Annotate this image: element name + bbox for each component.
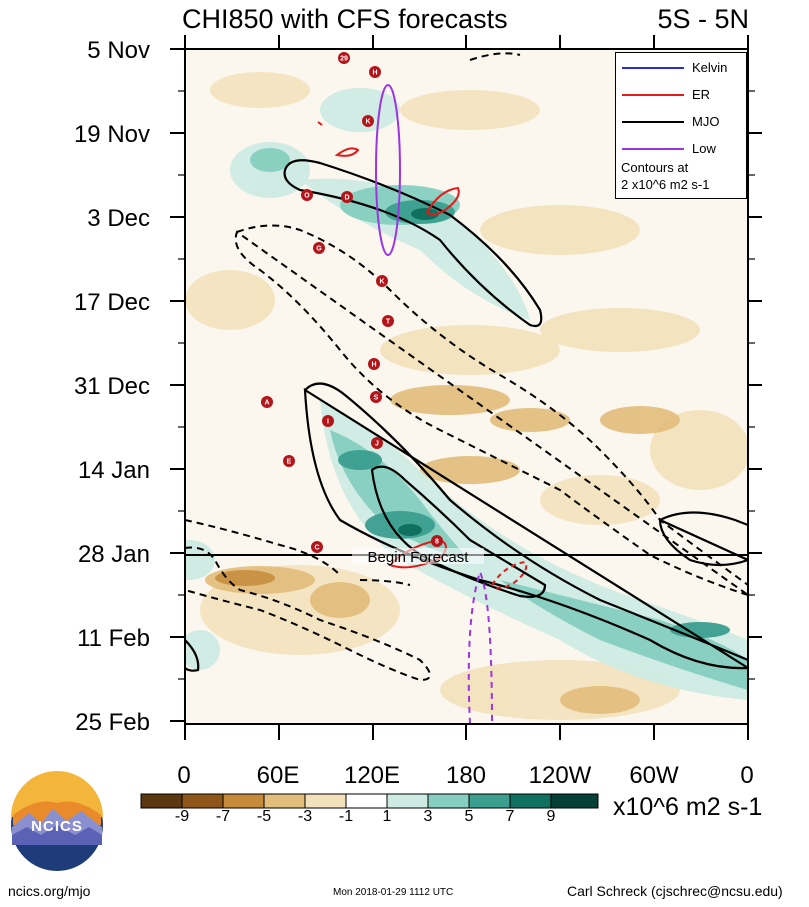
footer-url[interactable]: ncics.org/mjo — [8, 883, 91, 899]
low-contour-negative — [467, 569, 493, 724]
mjo-contour — [658, 511, 748, 567]
svg-text:S: S — [374, 395, 379, 402]
y-tick-label: 31 Dec — [73, 373, 150, 400]
svg-text:A: A — [264, 400, 269, 407]
forecast-label: Begin Forecast — [368, 549, 470, 566]
storm-marker: I — [322, 415, 334, 427]
svg-text:8: 8 — [435, 539, 439, 546]
legend-note: Contours at 2 x10^6 m2 s-1 — [621, 160, 710, 192]
storm-marker: H — [369, 66, 381, 78]
x-tick-label: 120W — [528, 762, 592, 789]
ncics-logo-text: NCICS — [31, 818, 83, 835]
x-tick-label: 60W — [629, 762, 679, 789]
colorbar-label: -7 — [215, 808, 231, 825]
colorbar-label: 3 — [423, 808, 433, 825]
x-tick-label: 60E — [256, 762, 300, 789]
svg-text:29: 29 — [340, 56, 348, 63]
low-contour — [375, 84, 401, 256]
y-tick-label: 5 Nov — [87, 37, 150, 64]
svg-text:I: I — [327, 419, 329, 426]
axis-ticks — [170, 35, 762, 740]
x-tick-label: 0 — [177, 762, 191, 789]
svg-text:G: G — [316, 246, 322, 253]
colorbar-label: 7 — [505, 808, 515, 825]
storm-marker: T — [382, 315, 394, 327]
storm-marker: D — [341, 191, 353, 203]
colorbar — [140, 793, 599, 809]
chart-title: CHI850 with CFS forecasts — [182, 4, 508, 34]
y-tick-label: 11 Feb — [77, 625, 150, 652]
y-tick-label: 14 Jan — [77, 457, 150, 484]
y-tick-label: 17 Dec — [73, 289, 150, 316]
x-tick-label: 180 — [445, 762, 487, 789]
region-label: 5S - 5N — [657, 4, 749, 34]
minor-ticks — [178, 90, 755, 680]
svg-text:K: K — [379, 279, 384, 286]
colorbar-units: x10^6 m2 s-1 — [613, 793, 763, 821]
svg-text:J: J — [375, 441, 379, 448]
x-tick-label: 0 — [740, 762, 754, 789]
svg-text:E: E — [287, 459, 292, 466]
storm-marker: A — [261, 396, 273, 408]
svg-text:O: O — [304, 193, 310, 200]
legend: Kelvin ER MJO Low Contours at 2 x10^6 m2… — [615, 52, 747, 199]
svg-text:C: C — [314, 545, 319, 552]
mjo-contour — [303, 382, 748, 670]
footer-author: Carl Schreck (cjschrec@ncsu.edu) — [567, 883, 783, 899]
storm-marker: H — [368, 358, 380, 370]
svg-text:H: H — [371, 362, 376, 369]
er-contour — [317, 121, 323, 126]
colorbar-label: -3 — [297, 808, 313, 825]
storm-marker: C — [311, 541, 323, 553]
svg-text:D: D — [344, 195, 349, 202]
mjo-contour-negative — [469, 52, 521, 61]
svg-text:K: K — [365, 119, 370, 126]
storm-marker: O — [301, 189, 313, 201]
mjo-contour-negative — [234, 224, 748, 596]
storm-marker: G — [313, 242, 325, 254]
er-contour — [334, 147, 360, 157]
x-tick-label: 120E — [343, 762, 401, 789]
colorbar-label: 9 — [546, 808, 556, 825]
svg-text:H: H — [372, 70, 377, 77]
colorbar-label: -5 — [256, 808, 272, 825]
storm-marker: 29 — [338, 52, 350, 64]
storm-marker: S — [370, 391, 382, 403]
storm-marker: 8 — [431, 535, 443, 547]
storm-marker: K — [376, 275, 388, 287]
svg-text:T: T — [386, 319, 391, 326]
er-contour — [425, 186, 460, 216]
colorbar-label: 1 — [382, 808, 392, 825]
ncics-logo — [11, 771, 103, 871]
er-contour-negative — [490, 560, 528, 589]
mjo-contour-negative — [185, 519, 431, 682]
colorbar-label: -9 — [174, 808, 190, 825]
mjo-contour — [185, 639, 200, 672]
storm-marker: E — [283, 455, 295, 467]
storm-marker: J — [371, 437, 383, 449]
y-tick-label: 25 Feb — [75, 709, 150, 736]
y-tick-label: 19 Nov — [73, 121, 150, 148]
y-tick-label: 28 Jan — [77, 541, 150, 568]
y-tick-label: 3 Dec — [87, 205, 150, 232]
storm-marker: K — [362, 115, 374, 127]
footer-timestamp: Mon 2018-01-29 1112 UTC — [333, 887, 454, 898]
colorbar-label: -1 — [338, 808, 354, 825]
colorbar-label: 5 — [464, 808, 474, 825]
